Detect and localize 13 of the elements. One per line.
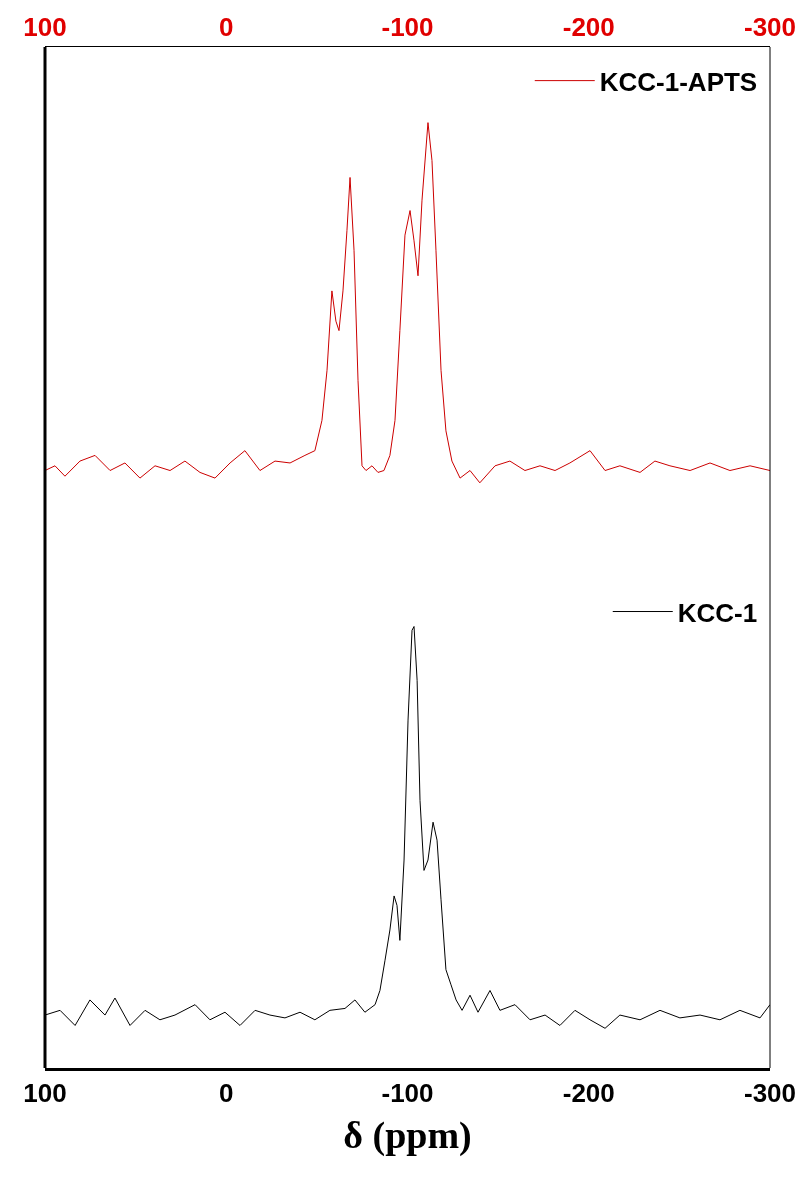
x-tick-label: 0 (219, 1078, 234, 1109)
x2-tick-label: 100 (23, 11, 67, 42)
x-tick-label: -100 (381, 1078, 434, 1109)
x2-tick-label: -200 (562, 11, 615, 42)
legend-label: KCC-1 (677, 597, 758, 628)
x-tick-label: 100 (23, 1078, 67, 1109)
x2-tick-label: -300 (743, 11, 797, 42)
x-tick-label: -300 (743, 1078, 797, 1109)
x-tick-label: -200 (562, 1078, 615, 1109)
legend-label: KCC-1-APTS (599, 66, 758, 97)
x2-tick-label: -100 (381, 11, 434, 42)
x-axis-title: δ (ppm) (343, 1114, 472, 1158)
x2-tick-label: 0 (219, 11, 234, 42)
